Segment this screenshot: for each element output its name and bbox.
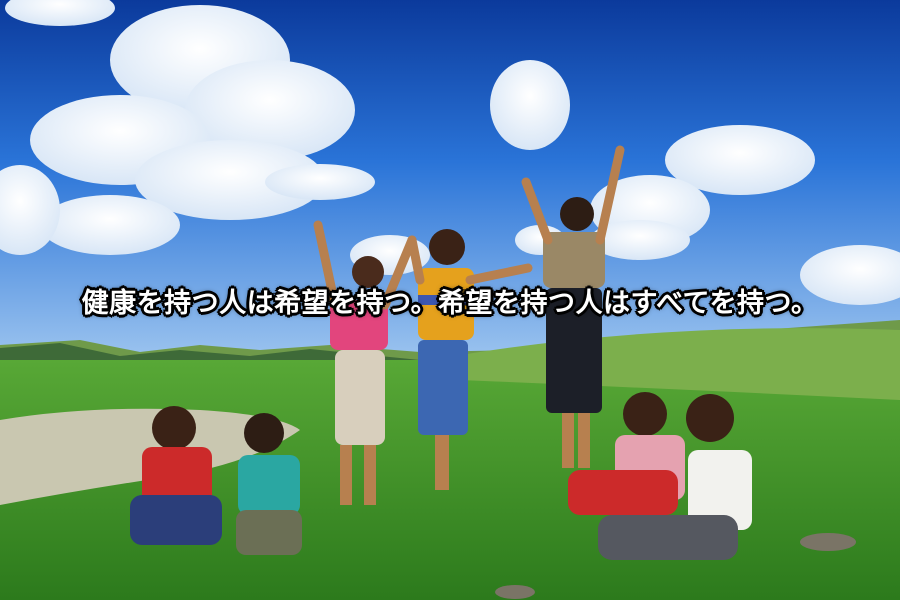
caption-text: 健康を持つ人は希望を持つ。希望を持つ人はすべてを持つ。 — [81, 287, 819, 319]
child-sitting-red — [130, 406, 222, 545]
clouds — [0, 0, 900, 305]
child-jumping-pink — [313, 220, 417, 505]
child-sitting-pink — [568, 392, 685, 515]
stone — [800, 533, 856, 551]
far-ridge — [0, 343, 420, 360]
child-jumping-boy — [521, 145, 625, 468]
child-sitting-teal — [236, 413, 302, 555]
stone — [495, 585, 535, 599]
children — [130, 145, 752, 560]
child-jumping-striped — [407, 229, 533, 490]
child-sitting-white — [598, 394, 752, 560]
hillside — [420, 328, 900, 400]
